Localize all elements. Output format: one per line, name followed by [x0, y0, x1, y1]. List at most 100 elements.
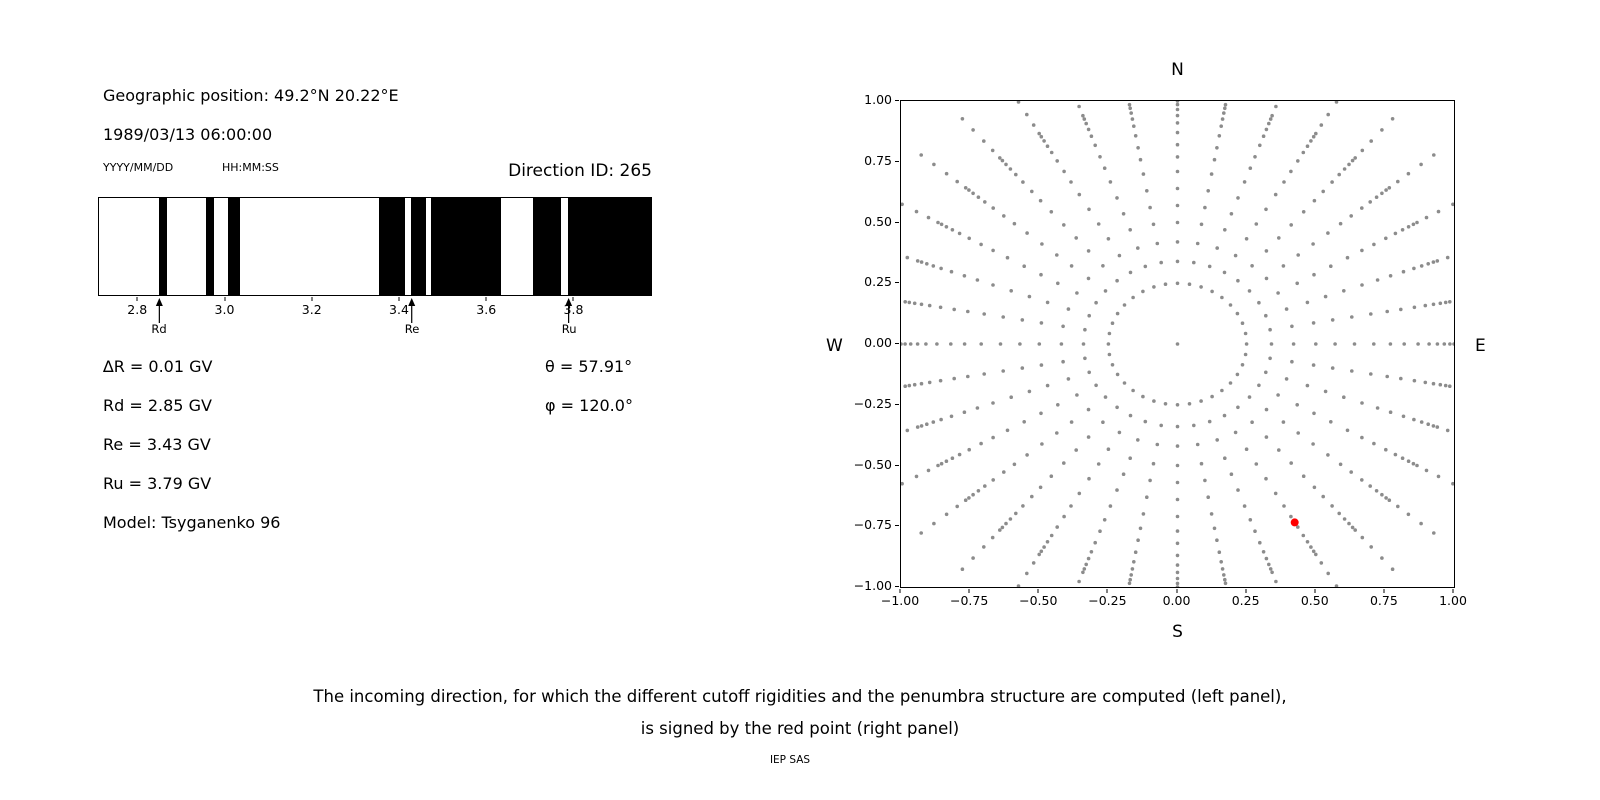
grid-dot [1380, 556, 1384, 560]
grid-dot [1115, 196, 1119, 200]
grid-dot [1222, 413, 1227, 418]
grid-dot [1175, 581, 1180, 586]
grid-dot [1264, 407, 1269, 412]
grid-dot [939, 222, 944, 227]
grid-dot [983, 200, 987, 204]
grid-dot [1330, 366, 1335, 370]
x-tick-label: 1.00 [1439, 593, 1467, 608]
grid-dot [1432, 153, 1436, 157]
grid-dot [1055, 159, 1059, 163]
x-tick-mark [1314, 589, 1316, 593]
grid-dot [1082, 567, 1087, 571]
grid-dot [944, 171, 949, 176]
grid-dot [1406, 459, 1411, 464]
grid-dot [1136, 438, 1140, 442]
cutoff-marker-label: Ru [561, 322, 577, 336]
grid-dot [915, 259, 920, 263]
grid-dot [1309, 545, 1313, 549]
grid-dot [1349, 214, 1353, 218]
grid-dot [1431, 302, 1436, 307]
grid-dot [1277, 448, 1281, 452]
grid-dot [1083, 356, 1087, 361]
grid-dot [1284, 377, 1289, 381]
grid-dot [1305, 144, 1310, 148]
grid-dot [982, 312, 986, 316]
grid-dot [1228, 303, 1233, 307]
grid-dot [1360, 435, 1364, 440]
grid-dot [1235, 372, 1240, 377]
grid-dot [955, 179, 959, 184]
grid-dot [931, 264, 936, 268]
rd-value: Rd = 2.85 GV [103, 396, 212, 415]
grid-dot [1210, 289, 1214, 294]
grid-dot [1175, 403, 1180, 407]
grid-dot [1411, 222, 1416, 227]
grid-dot [1151, 222, 1156, 227]
grid-dot [1323, 389, 1328, 394]
grid-dot [1086, 407, 1091, 412]
grid-dot [1254, 462, 1259, 466]
grid-dot [1175, 514, 1180, 519]
grid-dot [1264, 313, 1268, 318]
grid-dot [914, 209, 919, 214]
grid-dot [1337, 172, 1341, 177]
grid-dot [1384, 236, 1388, 241]
grid-dot [1347, 521, 1351, 526]
grid-dot [1311, 549, 1316, 554]
penumbra-plot [98, 197, 652, 296]
grid-dot [944, 512, 949, 517]
theta-value: θ = 57.91° [545, 357, 633, 376]
up-arrow-icon [408, 298, 416, 323]
grid-dot [1207, 419, 1212, 424]
grid-dot [1445, 255, 1450, 260]
grid-dot [1129, 573, 1133, 577]
grid-dot [912, 301, 917, 306]
grid-dot [1387, 498, 1392, 503]
grid-dot [1281, 420, 1286, 424]
x-tick-label: 2.8 [127, 302, 148, 317]
grid-dot [1089, 134, 1094, 138]
grid-dot [1448, 384, 1452, 389]
grid-dot [1115, 405, 1119, 410]
grid-dot [1350, 369, 1354, 373]
grid-dot [1005, 255, 1010, 260]
grid-dot [1264, 556, 1269, 561]
grid-dot [1069, 180, 1073, 184]
grid-dot [1326, 571, 1330, 576]
grid-dot [1220, 388, 1224, 393]
compass-south-label: S [1172, 622, 1183, 642]
x-tick-label: −0.50 [1019, 593, 1058, 608]
grid-dot [1274, 579, 1278, 584]
grid-dot [1131, 388, 1135, 393]
grid-dot [1345, 255, 1350, 260]
grid-dot [901, 342, 903, 346]
grid-dot [1330, 504, 1334, 508]
time-format-label: HH:MM:SS [222, 161, 279, 174]
grid-dot [1175, 576, 1180, 581]
grid-dot [1372, 342, 1376, 346]
grid-dot [1020, 366, 1025, 370]
grid-dot [1426, 262, 1430, 266]
grid-dot [1187, 282, 1192, 286]
grid-dot [1175, 186, 1180, 191]
grid-dot [1242, 504, 1247, 508]
grid-dot [1312, 411, 1316, 416]
grid-dot [1360, 401, 1364, 405]
grid-dot [1233, 430, 1238, 435]
grid-dot [1342, 289, 1346, 293]
grid-dot [1419, 420, 1424, 424]
grid-dot [1393, 231, 1398, 236]
grid-dot [1311, 134, 1316, 139]
grid-dot [1083, 327, 1087, 332]
grid-dot [952, 376, 956, 381]
y-tick-mark [895, 221, 899, 223]
grid-dot [1175, 107, 1180, 112]
grid-dot [1349, 470, 1353, 474]
grid-dot [1220, 295, 1224, 300]
grid-dot [1136, 538, 1140, 542]
grid-dot [903, 384, 907, 389]
grid-dot [976, 489, 981, 493]
x-tick-label: 3.0 [214, 302, 235, 317]
grid-dot [1037, 552, 1041, 557]
grid-dot [1248, 166, 1253, 170]
